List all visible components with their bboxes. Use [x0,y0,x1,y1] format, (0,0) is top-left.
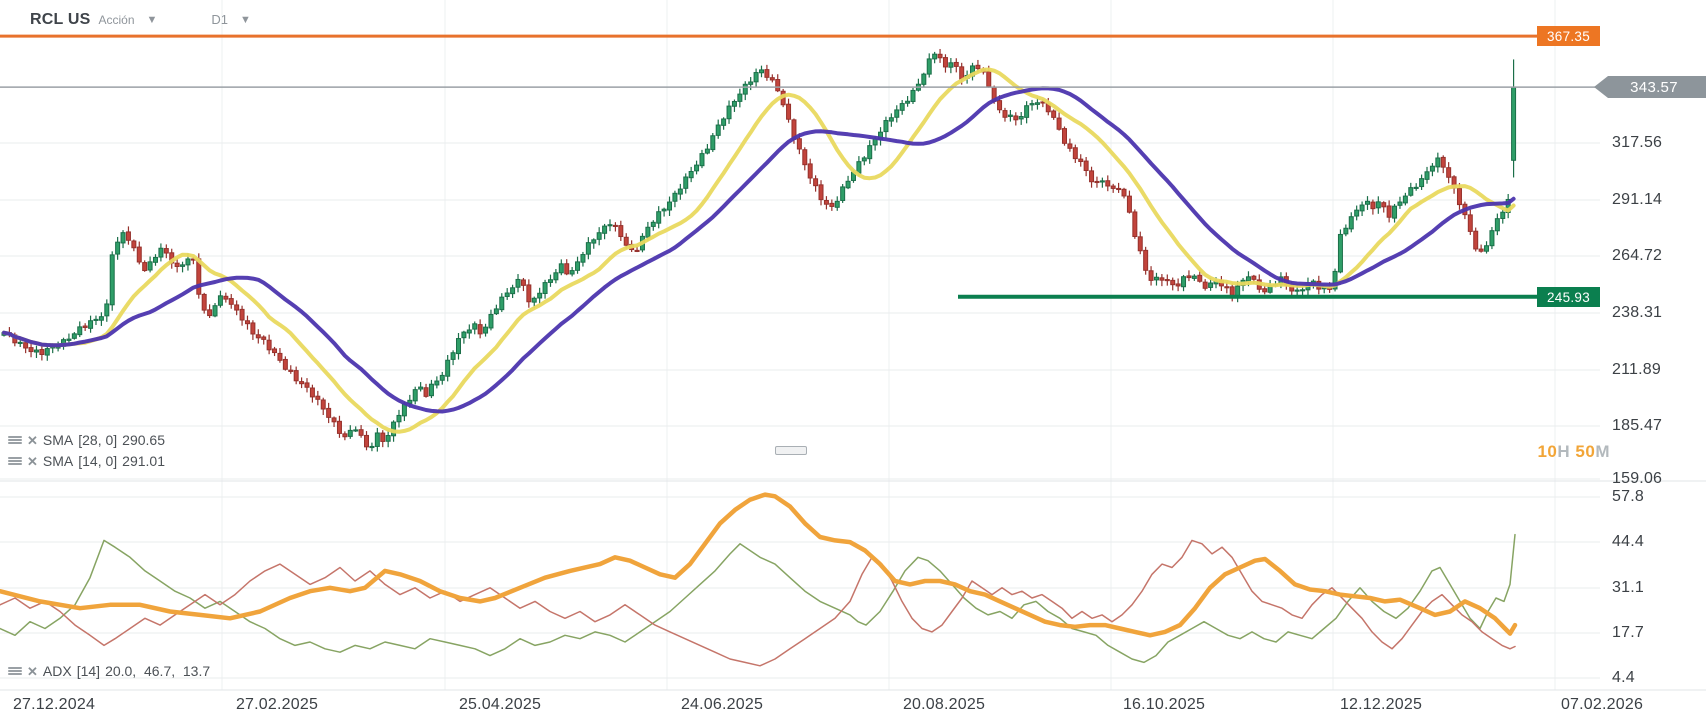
sma14-legend-name: SMA [42,453,74,469]
adx-line [0,492,1518,638]
last-price-badge: 343.57 [1594,76,1706,98]
timeframe-dropdown-caret-icon[interactable]: ▼ [240,14,251,26]
price-axis-label: 211.89 [1612,361,1661,378]
date-axis-label: 25.04.2025 [458,696,542,713]
panel-splitter-handle[interactable] [775,446,807,455]
support-price-badge[interactable]: 245.93 [1537,287,1600,307]
sma14-legend: ✕ SMA [14, 0] 291.01 [8,453,165,469]
sma28-legend-name: SMA [42,432,74,448]
price-axis-label: 159.06 [1612,470,1663,487]
adx-legend-name: ADX [42,663,72,679]
sma28-line [2,86,1516,414]
di-minus-line [0,539,1516,667]
adx-axis-label: 17.7 [1612,624,1644,641]
sma28-legend-params: [28, 0] [78,432,118,448]
sma14-legend-params: [14, 0] [78,453,118,469]
indicator-settings-icon[interactable] [8,666,22,677]
adx-legend-value: 20.0, 46.7, 13.7 [105,663,211,679]
sma14-legend-value: 291.01 [122,453,165,469]
price-axis-label: 185.47 [1612,417,1663,434]
countdown-minutes: 50 [1575,442,1596,461]
adx-axis-label: 44.4 [1612,533,1644,550]
indicator-close-icon[interactable]: ✕ [27,663,38,679]
adx-legend-params: [14] [76,663,101,679]
price-axis-label: 291.14 [1612,191,1663,208]
adx-legend: ✕ ADX [14] 20.0, 46.7, 13.7 [8,663,210,679]
countdown-minutes-unit: M [1595,442,1610,461]
price-axis-label: 238.31 [1612,304,1663,321]
adx-axis-label: 31.1 [1612,579,1644,596]
candles-group [1,53,1517,449]
date-axis-label: 27.02.2025 [235,696,319,713]
sma14-line [2,67,1516,434]
instrument-header: RCL US Acción ▼ D1 ▼ [30,11,251,29]
timeframe-label[interactable]: D1 [211,12,229,27]
candle-countdown: 10H 50M [1494,442,1610,462]
gridlines [0,0,1706,691]
di-plus-line [0,533,1516,664]
indicator-close-icon[interactable]: ✕ [27,432,38,448]
instrument-type-label: Acción [98,13,135,27]
price-axis-label: 317.56 [1612,134,1663,151]
date-axis-label: 16.10.2025 [1122,696,1206,713]
date-axis-label: 27.12.2024 [12,696,96,713]
date-axis-label: 20.08.2025 [902,696,986,713]
date-axis-label: 24.06.2025 [680,696,764,713]
instrument-dropdown-caret-icon[interactable]: ▼ [146,14,158,26]
indicator-close-icon[interactable]: ✕ [27,453,38,469]
symbol-label: RCL US [30,11,91,28]
date-axis-label: 07.02.2026 [1560,696,1644,713]
sma28-legend: ✕ SMA [28, 0] 290.65 [8,432,165,448]
sma28-legend-value: 290.65 [122,432,165,448]
candle-wicks [3,48,1515,452]
countdown-hours-unit: H [1557,442,1571,461]
indicator-settings-icon[interactable] [8,435,22,446]
price-axis-label: 264.72 [1612,247,1663,264]
adx-axis-label: 57.8 [1612,488,1644,505]
adx-axis-label: 4.4 [1612,669,1635,686]
resistance-price-badge[interactable]: 367.35 [1537,26,1600,46]
indicator-settings-icon[interactable] [8,456,22,467]
countdown-hours: 10 [1537,442,1558,461]
date-axis-label: 12.12.2025 [1339,696,1423,713]
